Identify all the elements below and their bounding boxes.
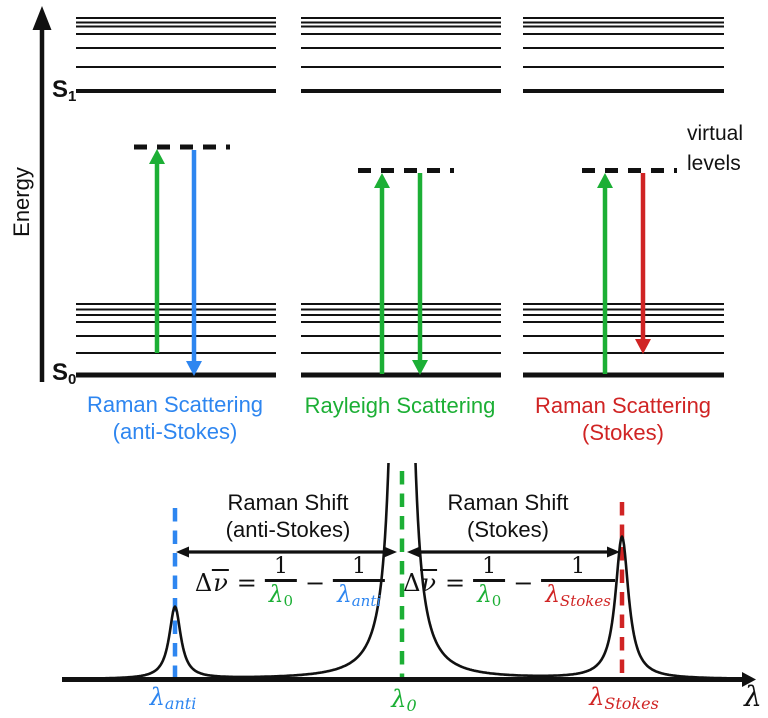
raman-shift-arrow-anti [176,546,397,558]
raman-shift-label-stokes: Raman Shift (Stokes) [447,490,569,542]
fraction-inv-lambda-stokes: 1 λStokes [541,555,615,609]
caption-anti-stokes: Raman Scattering (anti-Stokes) [86,392,264,444]
wavelength-axis-label: λ [744,680,762,713]
panel-stokes [523,17,724,378]
fraction-inv-lambda-anti: 1 λanti [333,555,386,609]
wavelength-axis [62,672,756,687]
fraction-bar [333,579,386,582]
delta-nu-bar: Δν [194,568,229,597]
lambda-0-label: λ0 [391,685,417,715]
energy-axis [32,6,52,382]
fraction-bar [473,579,506,582]
fraction-inv-lambda0: 1 λ0 [473,555,506,609]
lambda-anti-label: λanti [149,683,197,713]
caption-stokes: Raman Scattering (Stokes) [534,393,712,445]
delta-nu-bar: Δν [403,568,438,597]
s1-label: S1 [52,76,77,105]
panel-rayleigh [301,17,501,378]
raman-shift-label-anti: Raman Shift (anti-Stokes) [225,490,351,542]
caption-rayleigh: Rayleigh Scattering [304,393,496,418]
spectrum-curve [63,463,742,681]
fraction-bar [541,579,615,582]
s0-label: S0 [52,359,77,388]
fraction-inv-lambda0: 1 λ0 [264,555,298,609]
panel-anti-stokes [76,17,276,378]
fraction-bar [264,579,298,582]
raman-shift-arrow-stokes [407,546,620,558]
energy-axis-label: Energy [9,167,34,237]
virtual-levels-label: virtual levels [687,122,744,175]
lambda-stokes-label: λStokes [589,683,659,713]
raman-shift-formula-anti: Δν = 1 λ0 − 1 λanti [194,555,386,609]
raman-shift-formula-stokes: Δν = 1 λ0 − 1 λStokes [403,555,615,609]
